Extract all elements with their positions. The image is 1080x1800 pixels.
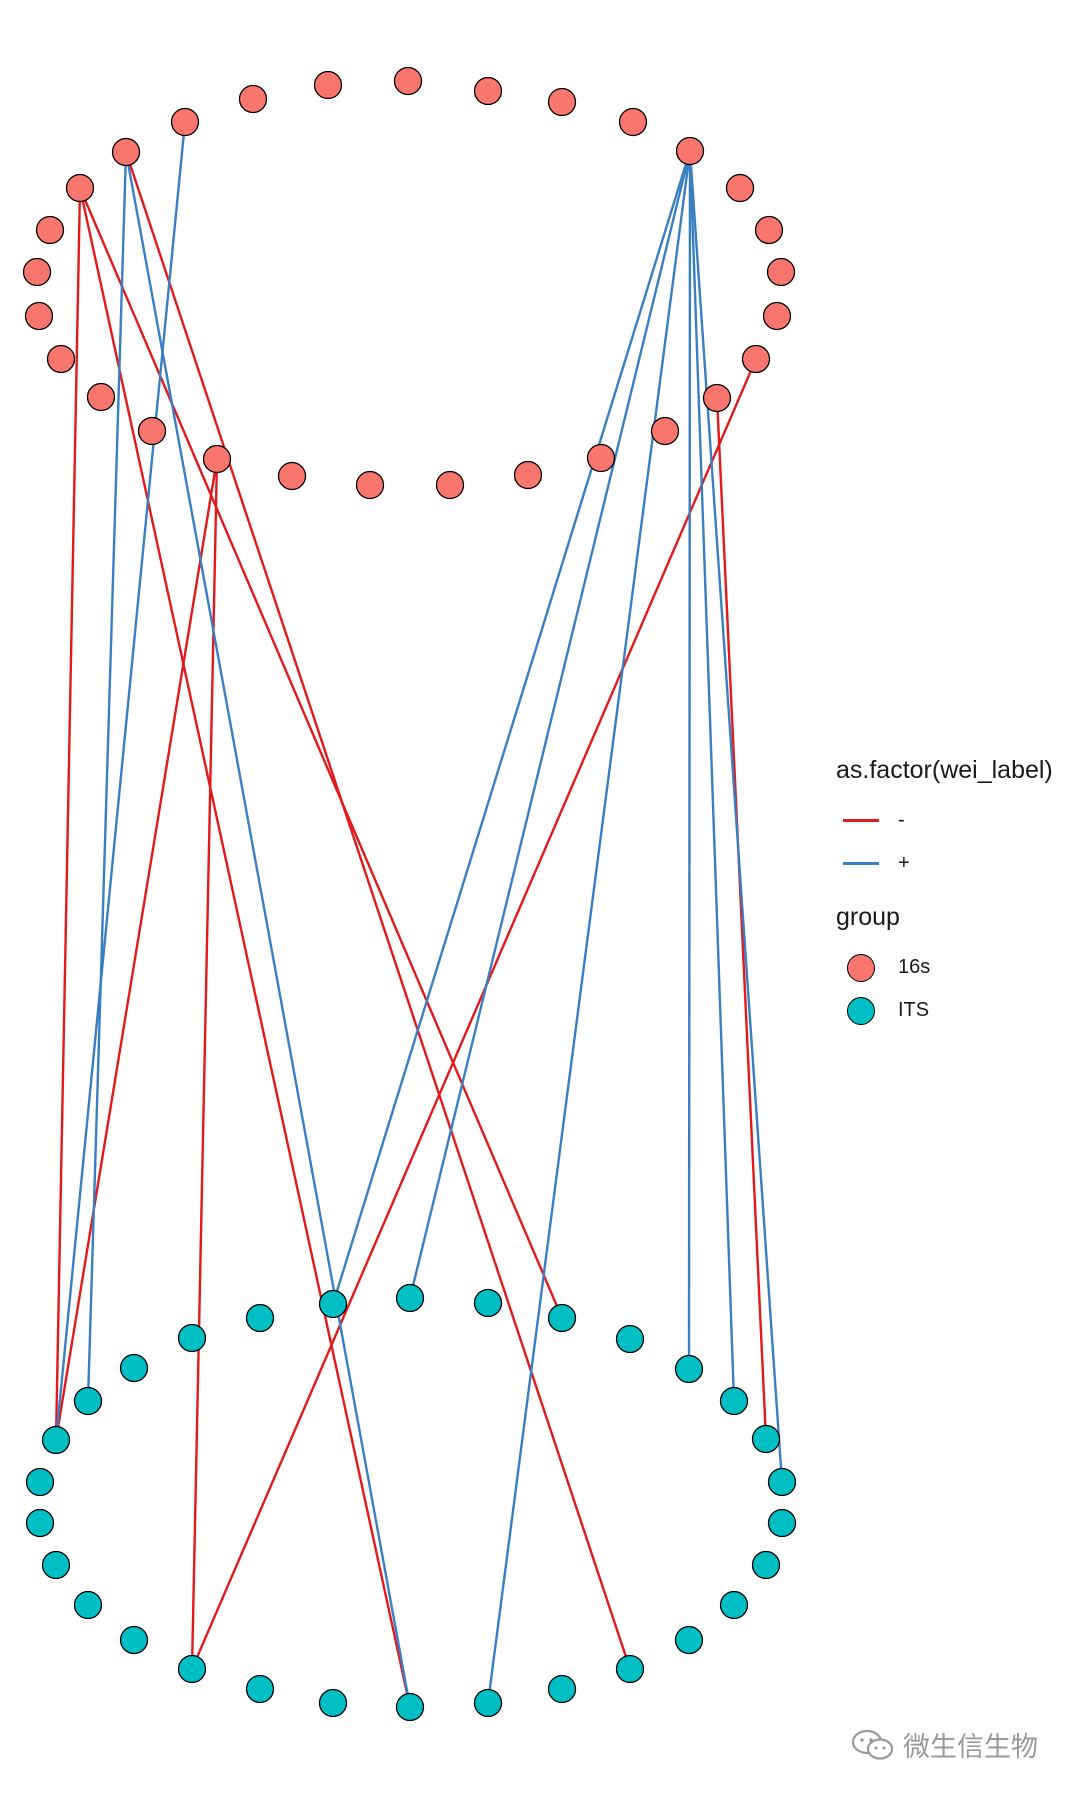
its-node-28	[245, 1303, 275, 1333]
its-node-23	[25, 1467, 55, 1497]
its-node-14	[473, 1688, 503, 1718]
its-node-27	[177, 1323, 207, 1353]
16s-node-22	[22, 257, 52, 287]
16s-node-5	[725, 173, 755, 203]
group-legend-label-16s: 16s	[898, 956, 931, 978]
16s-node-20	[46, 344, 76, 374]
positive-edge-16	[688, 150, 784, 1483]
edge-legend-item-positive: +	[836, 842, 1053, 885]
its-node-29	[318, 1289, 348, 1319]
negative-edge-7	[715, 397, 768, 1440]
its-node-8	[767, 1508, 797, 1538]
its-node-1	[473, 1288, 503, 1318]
positive-edge-9	[86, 151, 128, 1402]
negative-edge-1	[78, 187, 412, 1708]
16s-node-2	[547, 87, 577, 117]
16s-node-1	[473, 76, 503, 106]
16s-node-6	[754, 215, 784, 245]
group-legend-label-its: ITS	[898, 999, 930, 1021]
its-node-0	[395, 1283, 425, 1313]
negative-edge-5	[124, 151, 632, 1670]
16s-node-3	[618, 107, 648, 137]
its-node-12	[615, 1654, 645, 1684]
group-legend-item-16s: 16s	[836, 946, 1053, 989]
positive-line-swatch	[843, 862, 879, 865]
its-node-10	[719, 1590, 749, 1620]
its-node-20	[73, 1590, 103, 1620]
negative-edge-3	[190, 458, 219, 1670]
16s-node-12	[586, 443, 616, 473]
16s-node-8	[762, 301, 792, 331]
negative-edge-6	[190, 358, 758, 1670]
its-node-17	[245, 1674, 275, 1704]
16s-node-14	[435, 470, 465, 500]
negative-line-swatch	[843, 819, 879, 822]
positive-edge-8	[54, 121, 187, 1441]
watermark: 微生信生物	[851, 1725, 1038, 1764]
its-node-21	[41, 1550, 71, 1580]
16s-node-10	[702, 383, 732, 413]
16s-node-23	[35, 215, 65, 245]
16s-node-27	[238, 84, 268, 114]
its-node-9	[751, 1550, 781, 1580]
16s-node-4	[675, 136, 705, 166]
16s-node-19	[86, 382, 116, 412]
positive-edge-15	[688, 150, 736, 1402]
16s-node-21	[24, 301, 54, 331]
16s-node-24	[65, 173, 95, 203]
its-node-7	[767, 1467, 797, 1497]
negative-edge-0	[54, 187, 82, 1441]
16s-node-13	[513, 460, 543, 490]
16s-node-9	[741, 344, 771, 374]
wechat-icon	[851, 1729, 894, 1760]
16s-node-25	[111, 137, 141, 167]
its-dot-swatch	[847, 996, 875, 1025]
its-node-13	[547, 1674, 577, 1704]
edge-legend-item-negative: -	[836, 799, 1053, 842]
its-node-26	[119, 1353, 149, 1383]
watermark-text: 微生信生物	[903, 1732, 1038, 1762]
its-node-5	[719, 1386, 749, 1416]
16s-node-11	[650, 416, 680, 446]
its-node-4	[674, 1354, 704, 1384]
its-node-2	[547, 1303, 577, 1333]
legend: as.factor(wei_label) - + group 16s ITS	[836, 756, 1053, 1032]
positive-edge-14	[687, 150, 692, 1370]
positive-edge-13	[486, 150, 692, 1704]
its-node-25	[73, 1386, 103, 1416]
group-legend-title: group	[836, 903, 900, 931]
its-node-24	[41, 1425, 71, 1455]
16s-node-17	[202, 444, 232, 474]
16s-node-15	[355, 470, 385, 500]
negative-edge-4	[54, 458, 219, 1441]
its-node-6	[751, 1424, 781, 1454]
16s-dot-swatch	[847, 953, 875, 982]
its-node-18	[177, 1654, 207, 1684]
positive-edge-12	[408, 150, 692, 1299]
group-legend-item-its: ITS	[836, 989, 1053, 1032]
negative-edge-2	[78, 187, 564, 1319]
16s-node-18	[137, 416, 167, 446]
its-node-19	[119, 1625, 149, 1655]
16s-node-7	[766, 257, 796, 287]
nodes-layer	[22, 66, 797, 1722]
edge-legend-title: as.factor(wei_label)	[836, 756, 1053, 784]
positive-edge-11	[331, 150, 692, 1305]
positive-edge-10	[124, 151, 412, 1708]
its-node-22	[25, 1508, 55, 1538]
its-node-11	[674, 1625, 704, 1655]
its-node-3	[615, 1324, 645, 1354]
16s-node-26	[170, 107, 200, 137]
16s-node-0	[393, 66, 423, 96]
edge-legend-label-negative: -	[898, 809, 905, 831]
its-node-15	[395, 1692, 425, 1722]
edges-layer	[54, 121, 784, 1708]
its-node-16	[318, 1688, 348, 1718]
16s-node-28	[313, 70, 343, 100]
edge-legend-label-positive: +	[898, 852, 910, 874]
16s-node-16	[277, 461, 307, 491]
